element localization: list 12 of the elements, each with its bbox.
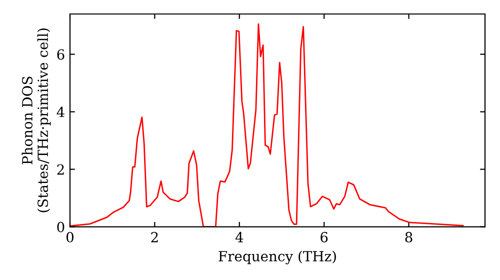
y-tick-label: 0 xyxy=(57,222,64,232)
x-tick-label: 2 xyxy=(151,232,158,242)
x-axis-title: Frequency (THz) xyxy=(218,250,336,264)
y-tick-label: 4 xyxy=(56,106,64,118)
x-tick-label: 0 xyxy=(66,232,74,242)
y-axis-title: Phonon DOS (States/THz·primitive cell) xyxy=(22,28,51,212)
x-tick-label: 4 xyxy=(235,232,244,242)
line-series xyxy=(70,23,464,227)
x-tick-label: 8 xyxy=(405,232,412,242)
y-tick-label: 6 xyxy=(57,49,64,60)
y-tick-label: 2 xyxy=(57,164,64,175)
x-tick-label: 6 xyxy=(320,232,328,242)
